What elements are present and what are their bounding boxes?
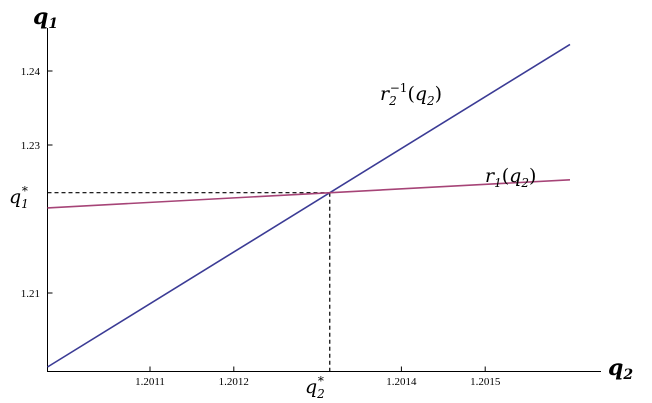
y-equilibrium-label: q1* <box>9 184 29 211</box>
curve-label-r1: r1(q2) <box>485 165 536 190</box>
x-ticks: 1.2011 1.2012 1.2014 1.2015 <box>135 366 501 388</box>
series-line-r1 <box>47 179 571 209</box>
x-tick-label: 1.2011 <box>135 376 165 388</box>
y-tick-label: 1.24 <box>21 66 41 78</box>
x-axis-title: q2 <box>608 355 633 383</box>
y-ticks: 1.21 1.23 1.24 <box>21 66 53 300</box>
y-axis-title: q1 <box>33 4 58 32</box>
y-tick-label: 1.23 <box>21 140 41 152</box>
series-layer <box>47 43 571 368</box>
equilibrium-guides <box>47 192 331 372</box>
x-tick-label: 1.2012 <box>219 376 249 388</box>
x-tick-label: 1.2014 <box>386 376 417 388</box>
series-line-r2-inverse <box>47 43 571 368</box>
y-tick-label: 1.21 <box>21 288 40 300</box>
x-equilibrium-label: q2* <box>305 374 325 401</box>
x-tick-label: 1.2015 <box>470 376 501 388</box>
curve-label-r2-inverse: r2−1(q2) <box>380 81 442 108</box>
